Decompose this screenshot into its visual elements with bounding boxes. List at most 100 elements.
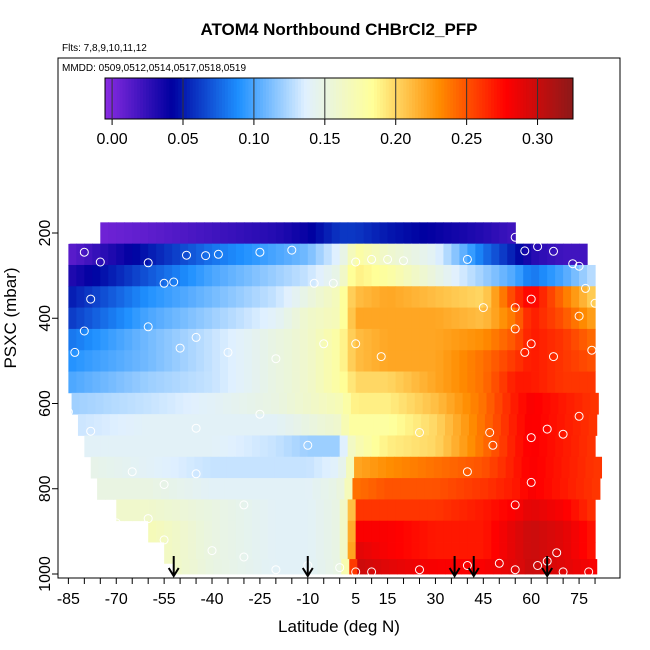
heatmap-cell: [227, 542, 237, 564]
heatmap-cell: [405, 414, 414, 436]
heatmap-cell: [379, 243, 389, 266]
sample-point: [223, 347, 233, 357]
heatmap-cell: [116, 435, 125, 458]
heatmap-cell: [259, 371, 269, 394]
heatmap-cell: [248, 478, 258, 500]
heatmap-cell: [267, 286, 277, 308]
heatmap-cell: [443, 307, 453, 330]
heatmap-cell: [291, 371, 301, 394]
heatmap-cell: [347, 499, 357, 522]
heatmap-cell: [371, 307, 381, 330]
heatmap-cell: [243, 328, 253, 351]
sample-point: [159, 535, 169, 545]
heatmap-cell: [124, 307, 133, 330]
heatmap-cell: [475, 371, 484, 394]
heatmap-cell: [539, 371, 548, 394]
heatmap-cell: [283, 435, 293, 458]
heatmap-cell: [85, 414, 95, 436]
colorbar-swatch: [347, 78, 352, 119]
heatmap-cell: [84, 350, 93, 372]
heatmap-cell: [547, 350, 556, 372]
heatmap-cell: [572, 414, 582, 436]
heatmap-cell: [475, 243, 484, 266]
heatmap-cell: [156, 499, 165, 522]
heatmap-cell: [299, 371, 309, 394]
colorbar-swatch: [324, 78, 328, 119]
heatmap-cell: [243, 243, 253, 266]
sample-point: [587, 345, 597, 355]
colorbar-swatch: [508, 78, 513, 119]
heatmap-cell: [467, 542, 476, 564]
heatmap-cell: [263, 392, 272, 415]
heatmap-cell: [591, 478, 601, 500]
colorbar-swatch: [570, 78, 574, 119]
heatmap-cell: [76, 286, 85, 308]
heatmap-cell: [172, 520, 181, 543]
heatmap-cell: [483, 243, 492, 266]
colorbar-swatch: [242, 78, 246, 119]
heatmap-cell: [451, 243, 460, 266]
heatmap-cell: [172, 264, 181, 287]
heatmap-cell: [124, 499, 133, 522]
heatmap-cell: [419, 542, 429, 564]
heatmap-cell: [79, 392, 89, 415]
colorbar-swatch: [315, 78, 320, 119]
sample-point: [383, 254, 393, 264]
colorbar-swatch: [128, 78, 132, 119]
sample-point: [462, 467, 472, 477]
heatmap-cell: [267, 264, 277, 287]
heatmap-cell: [92, 243, 101, 266]
heatmap-cell: [132, 222, 141, 245]
heatmap-cell: [173, 559, 183, 575]
heatmap-cell: [148, 350, 157, 372]
heatmap-cell: [172, 499, 181, 522]
heatmap-cell: [499, 264, 508, 287]
heatmap-cell: [227, 371, 237, 394]
heatmap-cell: [76, 328, 85, 351]
heatmap-cell: [283, 350, 293, 372]
heatmap-cell: [341, 414, 350, 436]
heatmap-cell: [235, 307, 245, 330]
heatmap-cell: [395, 264, 405, 287]
heatmap-cell: [398, 392, 408, 415]
heatmap-cell: [92, 286, 101, 308]
heatmap-cell: [277, 414, 287, 436]
heatmap-cell: [235, 499, 245, 522]
heatmap-cell: [204, 350, 213, 372]
heatmap-cell: [427, 499, 437, 522]
dates-note: MMDD: 0509,0512,0514,0517,0518,0519: [62, 63, 246, 74]
colorbar-swatch: [286, 78, 290, 119]
heatmap-cell: [566, 392, 575, 415]
colorbar-swatch: [564, 78, 568, 119]
heatmap-cell: [103, 392, 113, 415]
heatmap-cell: [521, 456, 531, 479]
heatmap-cell: [180, 264, 189, 287]
heatmap-cell: [331, 542, 341, 564]
heatmap-cell: [148, 243, 157, 266]
heatmap-cell: [579, 264, 588, 287]
heatmap-cell: [515, 307, 524, 330]
heatmap-cell: [427, 222, 437, 245]
heatmap-cell: [571, 542, 580, 564]
heatmap-cell: [371, 286, 381, 308]
heatmap-cell: [373, 414, 382, 436]
heatmap-cell: [101, 414, 111, 436]
heatmap-cell: [283, 243, 293, 266]
colorbar-swatch: [134, 78, 138, 119]
heatmap-cell: [259, 243, 269, 266]
heatmap-cell: [243, 499, 253, 522]
heatmap-cell: [542, 392, 551, 415]
colorbar-swatch: [321, 78, 325, 119]
heatmap-cell: [515, 328, 524, 351]
heatmap-cell: [381, 559, 390, 575]
colorbar-swatch: [417, 78, 422, 119]
heatmap-cell: [507, 286, 516, 308]
heatmap-cell: [285, 414, 295, 436]
heatmap-cell: [170, 456, 180, 479]
colorbar-swatch: [312, 78, 317, 119]
colorbar-swatch: [441, 78, 445, 119]
heatmap-cell: [108, 350, 117, 372]
sample-point: [415, 565, 424, 575]
heatmap-cell: [188, 371, 197, 394]
heatmap-cell: [459, 307, 468, 330]
